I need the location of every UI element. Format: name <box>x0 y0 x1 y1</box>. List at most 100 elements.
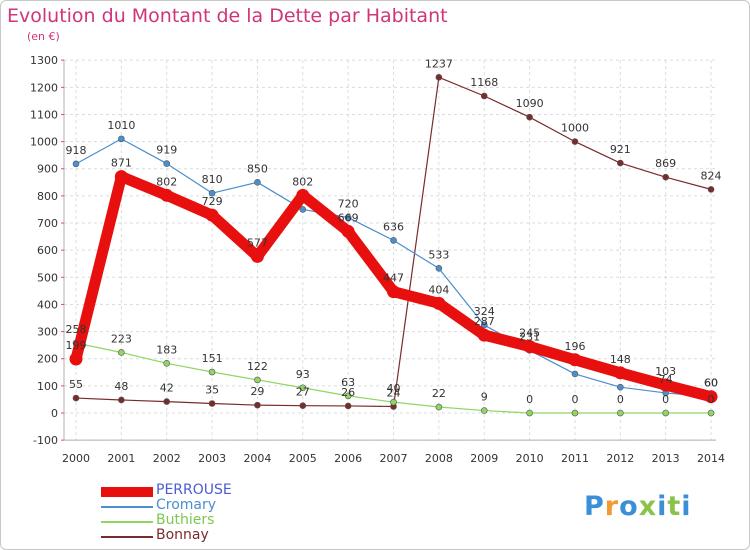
data-point-bonnay <box>480 92 488 100</box>
data-label-bonnay: 869 <box>655 157 676 170</box>
data-point-cromary <box>344 214 352 221</box>
data-point-bonnay <box>344 402 352 410</box>
data-label-cromary: 231 <box>519 330 540 343</box>
legend-swatch <box>101 506 153 508</box>
data-point-bonnay <box>617 159 624 167</box>
data-point-bonnay <box>571 138 579 145</box>
x-tick-label: 2008 <box>425 452 453 465</box>
data-label-buthiers: 151 <box>202 352 223 365</box>
legend-swatch <box>101 487 153 497</box>
data-label-bonnay: 824 <box>701 169 722 182</box>
x-tick-label: 2005 <box>289 452 317 465</box>
data-label-buthiers: 40 <box>387 382 401 395</box>
data-label-buthiers: 0 <box>617 393 624 406</box>
data-label-perrouse: 669 <box>338 211 359 224</box>
x-tick-label: 2002 <box>153 452 181 465</box>
axis-layer: -100010020030040050060070080090010001100… <box>30 54 725 465</box>
data-label-cromary: 636 <box>383 220 404 233</box>
data-label-perrouse: 245 <box>519 327 540 340</box>
proxiti-logo: Proxiti <box>584 491 692 522</box>
data-point-cromary <box>163 160 171 167</box>
data-point-bonnay <box>163 398 171 405</box>
x-tick-label: 2011 <box>561 452 589 465</box>
y-tick-label: 900 <box>37 163 58 176</box>
y-tick-label: 0 <box>51 407 58 420</box>
data-point-perrouse <box>114 170 128 184</box>
data-point-perrouse <box>69 352 83 366</box>
x-tick-label: 2003 <box>198 452 226 465</box>
data-point-cromary <box>390 237 397 244</box>
data-label-perrouse: 199 <box>66 339 87 352</box>
data-label-cromary: 918 <box>66 144 87 157</box>
data-point-bonnay <box>526 113 533 121</box>
data-label-perrouse: 447 <box>383 272 404 285</box>
x-tick-label: 2006 <box>334 452 362 465</box>
data-label-buthiers: 0 <box>526 393 533 406</box>
data-point-perrouse <box>205 208 219 222</box>
page-title: Evolution du Montant de la Dette par Hab… <box>7 5 448 27</box>
x-tick-label: 2012 <box>606 452 634 465</box>
data-point-perrouse <box>250 249 264 263</box>
data-point-perrouse <box>659 378 673 392</box>
data-point-buthiers <box>163 360 171 367</box>
data-label-cromary: 1010 <box>107 119 135 132</box>
x-tick-label: 2004 <box>243 452 271 465</box>
data-label-bonnay: 27 <box>296 386 310 399</box>
data-label-buthiers: 183 <box>156 343 177 356</box>
logo-letter: i <box>657 491 668 522</box>
y-tick-label: 800 <box>37 190 58 203</box>
data-point-buthiers <box>208 368 216 376</box>
label-layer: 199 871 802 729 577 802 669 447 404 287 245 196 148 1… <box>66 57 722 406</box>
data-label-buthiers: 122 <box>247 360 268 373</box>
x-tick-label: 2009 <box>470 452 498 465</box>
data-label-cromary: 324 <box>474 305 495 318</box>
data-label-cromary: 74 <box>659 373 673 386</box>
data-label-buthiers: 0 <box>662 393 669 406</box>
data-label-bonnay: 42 <box>160 382 174 395</box>
data-point-cromary <box>435 265 443 272</box>
data-label-perrouse: 196 <box>564 340 585 353</box>
data-label-bonnay: 1090 <box>516 97 544 110</box>
series-layer <box>69 73 718 417</box>
data-label-bonnay: 29 <box>250 385 264 398</box>
data-point-buthiers <box>435 403 443 411</box>
data-point-buthiers <box>254 376 261 384</box>
data-label-perrouse: 148 <box>610 353 631 366</box>
data-label-cromary: 533 <box>428 248 449 261</box>
data-label-perrouse: 103 <box>655 365 676 378</box>
data-point-cromary <box>617 383 624 391</box>
data-label-bonnay: 1237 <box>425 57 453 70</box>
data-label-buthiers: 0 <box>571 393 578 406</box>
y-tick-label: 500 <box>37 271 58 284</box>
logo-letter: t <box>667 491 682 522</box>
x-tick-label: 2001 <box>107 452 135 465</box>
x-tick-label: 2013 <box>652 452 680 465</box>
logo-letter: o <box>619 491 639 522</box>
data-label-buthiers: 223 <box>111 332 132 345</box>
data-label-bonnay: 48 <box>114 380 128 393</box>
data-point-buthiers <box>299 384 307 392</box>
data-label-perrouse: 871 <box>111 157 132 170</box>
data-point-perrouse <box>160 188 174 202</box>
data-point-bonnay <box>72 394 80 402</box>
data-point-buthiers <box>480 407 488 414</box>
x-tick-label: 2000 <box>62 452 90 465</box>
y-tick-label: 400 <box>37 298 58 311</box>
y-tick-label: -100 <box>33 434 58 447</box>
data-point-buthiers <box>390 398 397 406</box>
legend-label: Bonnay <box>156 527 209 543</box>
data-point-perrouse <box>477 328 491 342</box>
data-label-buthiers: 9 <box>481 391 488 404</box>
data-label-bonnay: 921 <box>610 143 631 156</box>
data-point-bonnay <box>435 73 443 81</box>
data-point-buthiers <box>344 392 352 400</box>
y-tick-label: 100 <box>37 380 58 393</box>
data-point-cromary <box>254 179 261 186</box>
data-label-bonnay: 1168 <box>470 76 498 89</box>
data-point-perrouse <box>341 224 355 238</box>
data-point-buthiers <box>707 409 715 417</box>
data-label-cromary: 810 <box>202 173 223 186</box>
data-label-buthiers: 0 <box>708 393 715 406</box>
logo-letter: r <box>604 491 620 522</box>
